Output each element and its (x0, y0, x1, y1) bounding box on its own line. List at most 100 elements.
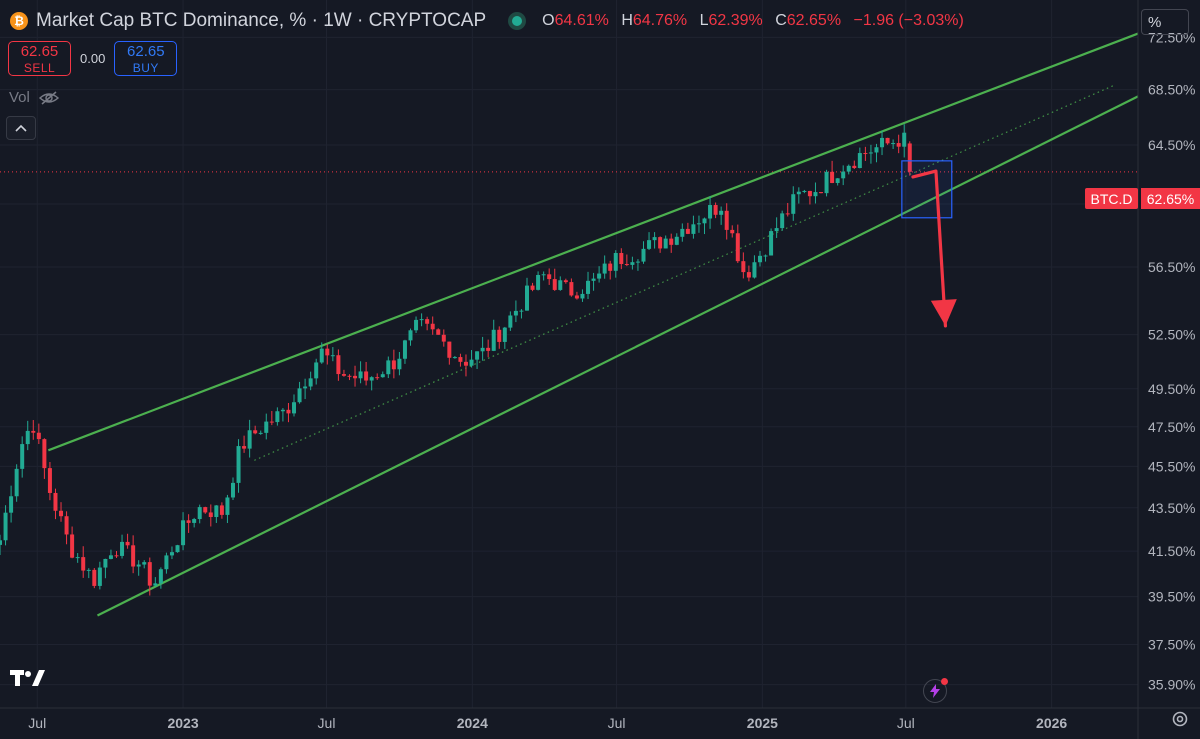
projection-arrow-path[interactable] (911, 169, 948, 328)
candle (674, 233, 679, 246)
candle (153, 577, 158, 587)
candle (47, 462, 52, 501)
candle (641, 241, 646, 264)
candle-body (547, 274, 552, 280)
volume-indicator[interactable]: Vol (9, 89, 60, 106)
candle (319, 342, 324, 364)
candle (824, 169, 829, 197)
candle (192, 517, 197, 528)
candle (31, 420, 36, 440)
sell-button[interactable]: 62.65 SELL (8, 41, 71, 76)
candle (735, 224, 740, 264)
candle (813, 182, 818, 204)
candle-body (264, 421, 269, 433)
candle (92, 568, 97, 589)
market-status-icon[interactable] (508, 12, 527, 30)
projection-box[interactable] (901, 160, 953, 219)
sell-label: SELL (23, 60, 56, 75)
candle (0, 534, 2, 555)
projection-arrow-head[interactable] (930, 299, 957, 326)
candle (336, 349, 341, 381)
candle (552, 268, 557, 291)
candle-body (608, 263, 613, 271)
chart-settings-button[interactable] (1171, 710, 1189, 733)
tradingview-logo[interactable] (10, 668, 46, 693)
candle (131, 535, 136, 574)
candle-body (325, 348, 330, 356)
candle-body (197, 507, 202, 520)
candle (685, 222, 690, 235)
candle-body (186, 520, 191, 523)
candle (408, 328, 413, 346)
candle-body (347, 375, 352, 377)
candle-body (308, 378, 313, 387)
buy-button[interactable]: 62.65 BUY (114, 41, 178, 76)
candle-body (807, 190, 812, 197)
y-tick-label: 39.50% (1148, 589, 1195, 605)
candle (264, 413, 269, 440)
candle (452, 355, 457, 359)
candle-body (591, 278, 596, 281)
candle-body (658, 237, 663, 249)
candle (242, 435, 247, 453)
candle (752, 255, 757, 279)
candle-body (508, 315, 513, 328)
mid-trendline[interactable] (254, 85, 1114, 461)
candle-body (59, 510, 64, 517)
candle-body (907, 143, 912, 172)
candle (286, 402, 291, 423)
y-tick-label: 52.50% (1148, 327, 1195, 343)
candle (253, 425, 258, 435)
candle-body (597, 273, 602, 279)
candle-body (230, 482, 235, 498)
candle (53, 488, 58, 520)
candle-body (813, 192, 818, 197)
candle (25, 420, 30, 451)
candle (136, 560, 141, 576)
eye-hidden-icon[interactable] (38, 90, 60, 106)
candle (225, 494, 230, 524)
candle-body (303, 386, 308, 389)
y-tick-label: 43.50% (1148, 500, 1195, 516)
candle-body (774, 228, 779, 232)
upper-trendline[interactable] (47, 32, 1139, 452)
candle (114, 551, 119, 558)
lower-trendline[interactable] (96, 95, 1139, 617)
candle (364, 361, 369, 386)
candle (425, 316, 430, 331)
candle (780, 210, 785, 231)
candle-body (225, 497, 230, 515)
candle-body (36, 432, 41, 440)
candle (469, 350, 474, 368)
candle (757, 250, 762, 267)
candle-body (874, 147, 879, 153)
close-value: 62.65% (786, 12, 842, 29)
candle (846, 164, 851, 175)
candle (857, 147, 862, 169)
candle-body (53, 492, 58, 511)
candle (208, 504, 213, 527)
collapse-legend-button[interactable] (6, 116, 36, 140)
candle-body (635, 261, 640, 263)
candle-body (253, 430, 258, 434)
candle (158, 567, 163, 589)
candle-body (530, 285, 535, 290)
candle-body (769, 231, 774, 256)
candle (502, 326, 507, 349)
symbol-title[interactable]: Market Cap BTC Dominance, % · 1W · CRYPT… (36, 10, 487, 31)
candle-body (414, 319, 419, 331)
candle (852, 160, 857, 170)
candle (519, 309, 524, 319)
chart-grid (0, 0, 1138, 708)
time-axis[interactable]: Jul 2023 Jul 2024 Jul 2025 Jul 2026 (0, 707, 1200, 731)
price-axis[interactable]: 72.50%68.50%64.50%60.50%56.50%52.50%49.5… (1137, 0, 1195, 739)
candle (486, 339, 491, 358)
y-tick-label: 35.90% (1148, 677, 1195, 693)
axis-unit-selector[interactable]: % (1141, 9, 1189, 35)
candle-body (136, 564, 141, 567)
candle-body (819, 192, 824, 194)
candle-body (757, 255, 762, 263)
alerts-button[interactable] (923, 678, 948, 703)
candle-body (475, 351, 480, 360)
